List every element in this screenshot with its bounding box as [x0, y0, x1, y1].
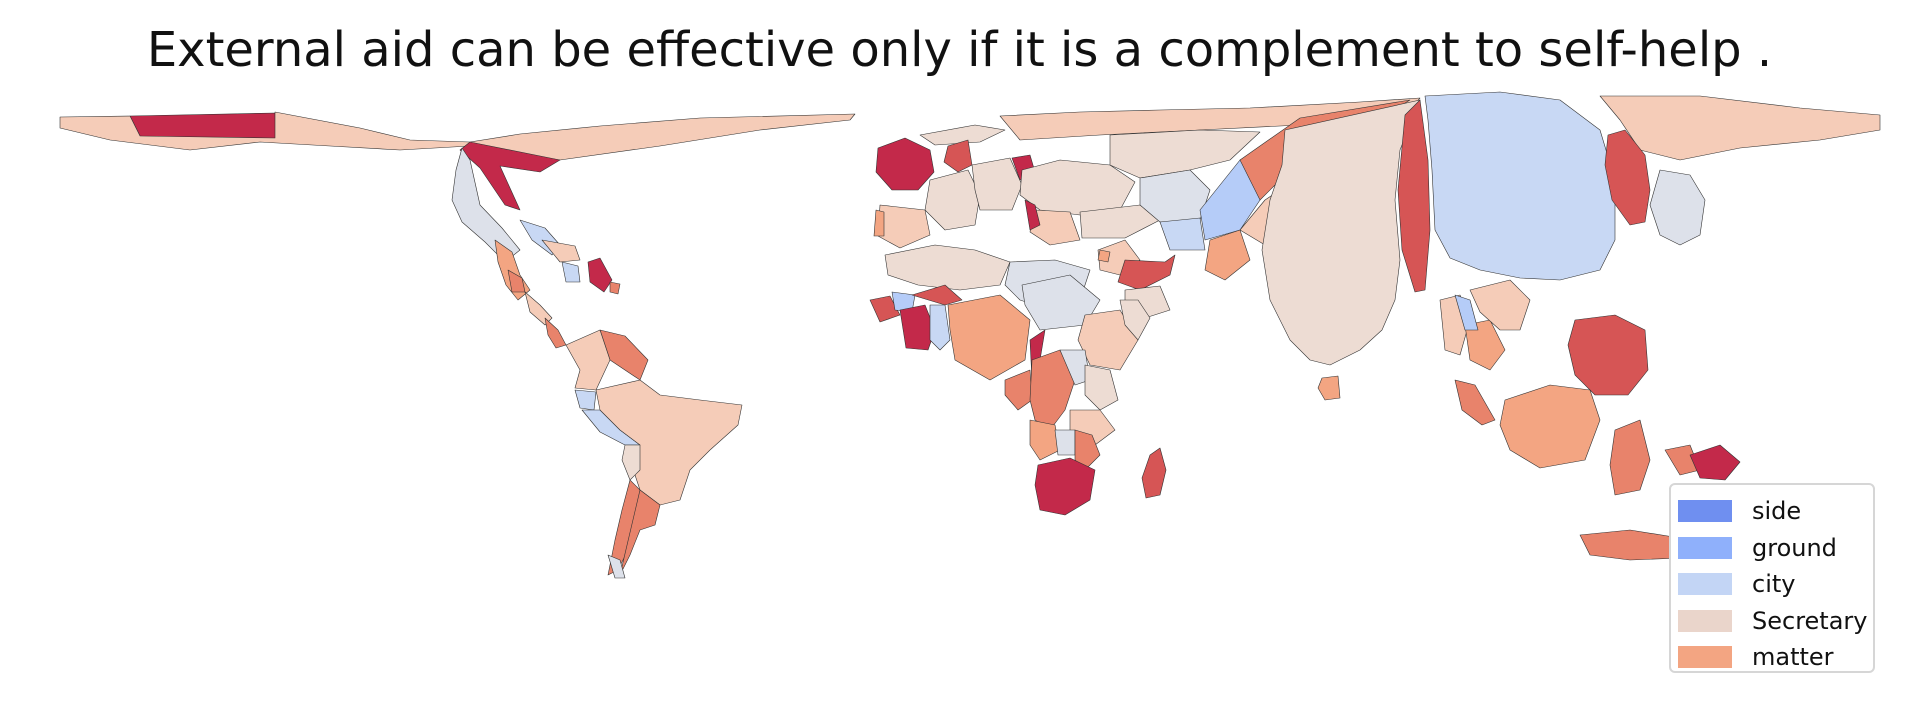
legend-swatch: [1678, 536, 1732, 559]
region-canada: [59, 111, 856, 161]
legend-label: matter: [1752, 643, 1834, 672]
region-thailand: [1464, 319, 1506, 371]
region-indonesia-east: [1609, 419, 1651, 496]
region-germany: [971, 157, 1023, 211]
region-haiti: [587, 257, 613, 293]
region-kenya: [1084, 364, 1119, 411]
region-japan: [1604, 129, 1651, 226]
region-gabon: [1004, 369, 1033, 411]
region-korea: [1649, 169, 1706, 246]
legend-swatch: [1678, 573, 1732, 596]
region-indochina: [1454, 294, 1479, 331]
region-philippines: [1567, 314, 1649, 396]
region-afghanistan: [1204, 229, 1251, 281]
region-uk: [875, 137, 935, 191]
region-maghreb: [884, 244, 1011, 291]
region-iran: [1117, 254, 1176, 291]
region-kazakhstan: [1139, 169, 1211, 223]
region-vietnam: [1469, 279, 1531, 331]
region-turkey: [1079, 204, 1161, 239]
legend-item: city: [1671, 566, 1873, 603]
region-jamaica: [561, 261, 581, 283]
region-mali: [911, 284, 963, 306]
region-bolivia: [621, 444, 641, 481]
region-iceland: [919, 124, 1006, 146]
region-somalia: [1119, 299, 1151, 341]
region-mozambique: [1074, 429, 1101, 471]
region-ecuador: [574, 389, 597, 411]
region-india-east-strip: [1397, 99, 1431, 293]
region-china: [1424, 91, 1616, 281]
region-india: [1261, 99, 1421, 366]
legend: side ground city Secretary matter: [1669, 483, 1875, 673]
legend-swatch: [1678, 500, 1732, 523]
region-cuba: [541, 239, 581, 263]
region-central-america-2: [524, 291, 553, 326]
region-portugal: [873, 209, 885, 237]
region-malaysia: [1454, 379, 1496, 426]
legend-label: Secretary: [1752, 606, 1868, 635]
map-title: External aid can be effective only if it…: [146, 22, 1773, 78]
legend-label: ground: [1752, 533, 1837, 562]
region-ethiopia: [1077, 309, 1139, 371]
legend-item: matter: [1671, 639, 1873, 676]
region-syria: [1097, 249, 1111, 263]
region-norway: [943, 139, 973, 173]
region-spain: [877, 204, 931, 249]
region-sri-lanka: [1317, 375, 1341, 401]
region-patagonia: [607, 554, 626, 579]
region-russia-west: [1109, 129, 1261, 179]
region-france: [924, 169, 981, 231]
region-angola: [1029, 419, 1061, 461]
region-brazil: [595, 379, 743, 506]
region-zambia: [1054, 429, 1076, 456]
legend-label: city: [1752, 570, 1796, 599]
legend-item: ground: [1671, 530, 1873, 567]
region-nigeria: [947, 294, 1031, 381]
region-caucasus: [1159, 217, 1206, 251]
legend-label: side: [1752, 497, 1802, 526]
region-italy: [1024, 199, 1041, 231]
region-central-america-3: [544, 317, 567, 349]
legend-swatch: [1678, 609, 1732, 632]
legend-item: side: [1671, 493, 1873, 530]
region-png: [1689, 444, 1741, 481]
legend-item: Secretary: [1671, 603, 1873, 640]
region-south-africa: [1034, 457, 1096, 516]
region-mongolia: [1599, 95, 1881, 161]
legend-swatch: [1678, 646, 1732, 669]
region-ivory: [929, 304, 951, 351]
region-indonesia: [1499, 384, 1601, 469]
region-west-africa: [869, 295, 901, 323]
region-madagascar: [1141, 447, 1167, 499]
region-caribbean-1: [609, 281, 621, 295]
